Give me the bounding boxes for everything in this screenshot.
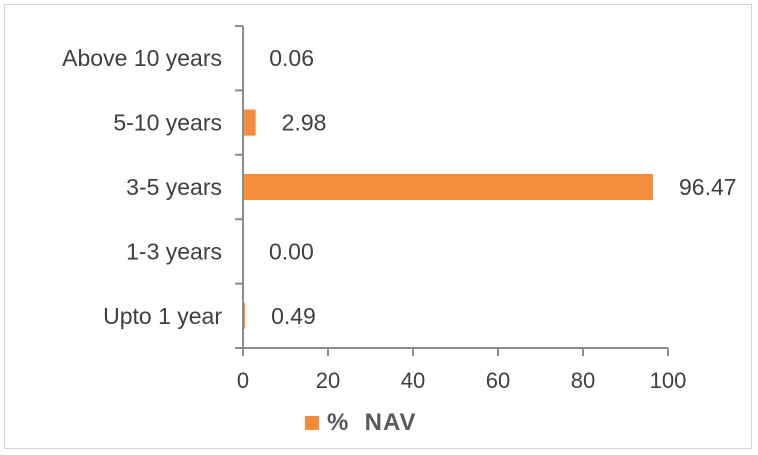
category-label: Upto 1 year (103, 303, 222, 329)
bar-upto-1-year (243, 302, 246, 329)
category-label: 5-10 years (113, 110, 222, 136)
legend: % NAV (305, 408, 417, 438)
value-label: 0.49 (271, 303, 316, 329)
x-tick-label: 40 (401, 368, 425, 393)
value-label: 2.98 (282, 110, 327, 136)
value-label: 0.00 (269, 238, 314, 264)
x-tick-label: 60 (486, 368, 510, 393)
bar-5-10-years (243, 109, 256, 136)
value-label: 96.47 (679, 174, 737, 200)
x-tick-label: 100 (650, 368, 687, 393)
value-label: 0.06 (269, 45, 314, 71)
labels-group: Upto 1 year 0.49 1-3 years 0.00 3-5 years 96.… (62, 45, 736, 393)
legend-swatch (305, 416, 319, 430)
x-tick-label: 20 (316, 368, 340, 393)
chart-frame (4, 4, 752, 449)
category-label: Above 10 years (62, 45, 222, 71)
x-tick-label: 80 (571, 368, 595, 393)
bar-3-5-years (243, 174, 653, 200)
x-tick-label: 0 (237, 368, 249, 393)
category-label: 1-3 years (126, 238, 222, 264)
axes-group (235, 25, 669, 356)
category-label: 3-5 years (126, 174, 222, 200)
bars-group (243, 45, 653, 329)
legend-label: % NAV (327, 409, 417, 436)
